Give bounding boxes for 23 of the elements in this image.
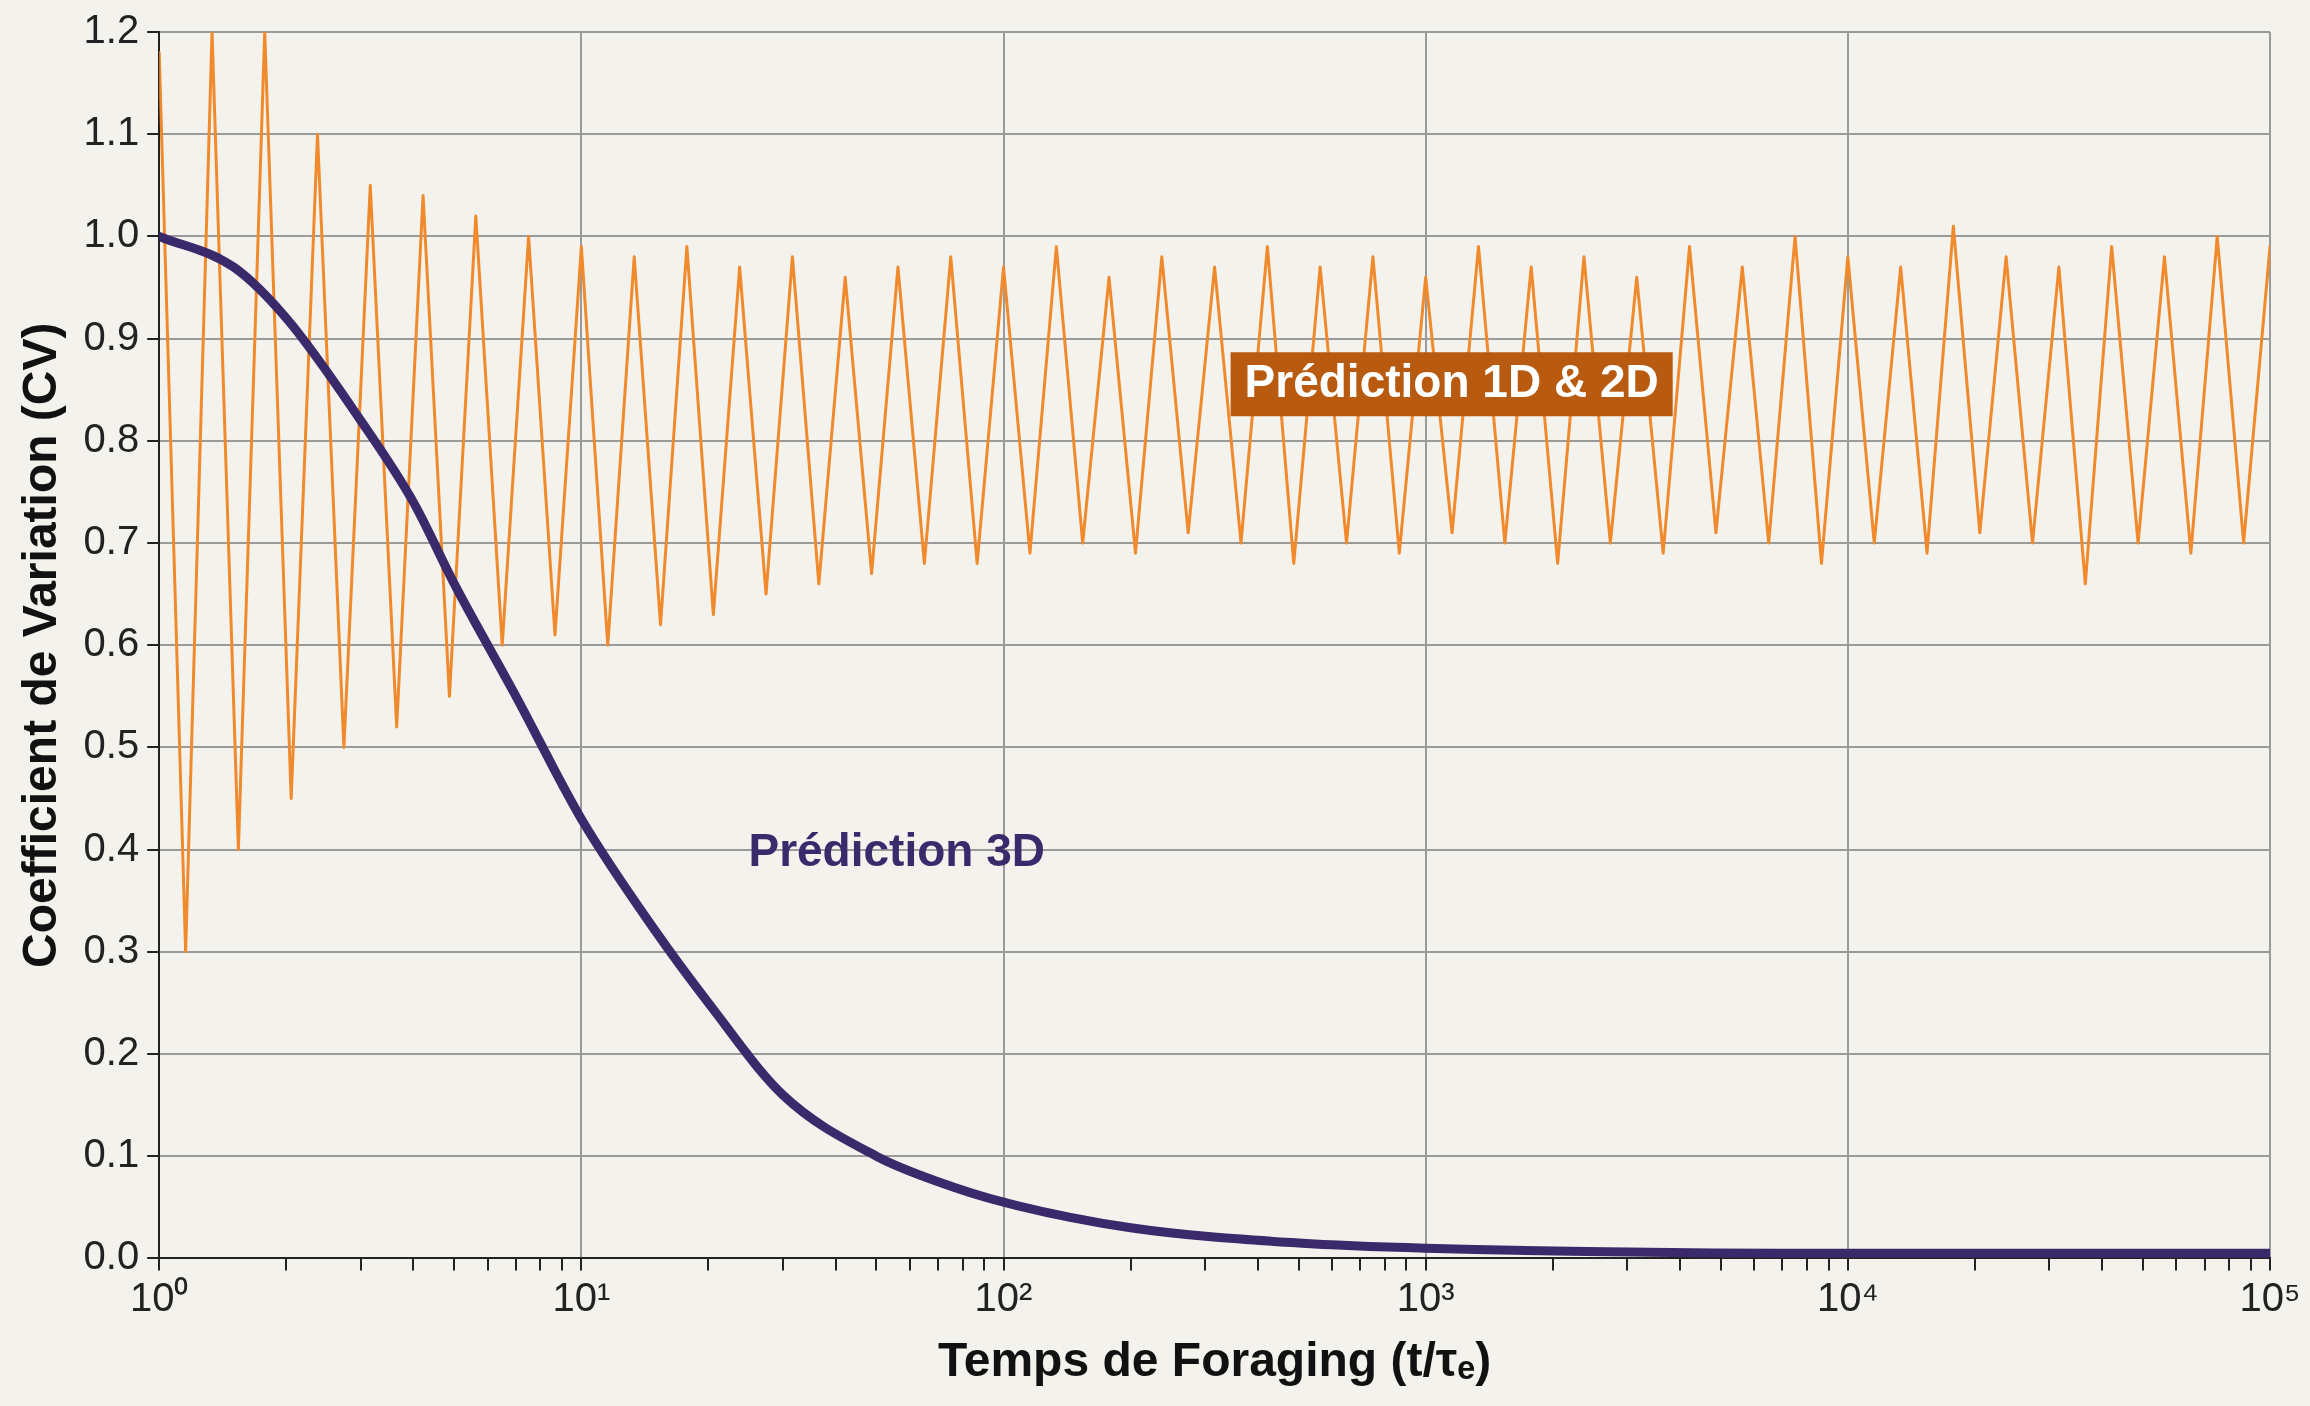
y-tick-label: 0.2 <box>83 1029 140 1074</box>
y-tick-label: 1.2 <box>83 7 140 52</box>
y-tick-label: 0.7 <box>83 518 140 563</box>
y-tick-label: 0.0 <box>83 1233 140 1278</box>
y-tick-label: 0.6 <box>83 620 140 665</box>
y-axis-title: Coefficient de Variation (CV) <box>13 322 67 968</box>
y-tick-label: 0.4 <box>83 824 140 869</box>
series-label: Prédiction 1D & 2D <box>1244 354 1659 407</box>
y-tick-label: 1.1 <box>83 109 140 154</box>
x-tick-label: 10² <box>974 1275 1033 1320</box>
x-tick-label: 10⁰ <box>129 1275 189 1320</box>
y-tick-label: 0.8 <box>83 415 140 460</box>
x-tick-label: 10⁴ <box>1817 1275 1879 1320</box>
y-tick-label: 0.1 <box>83 1131 140 1176</box>
text: Prédiction 3D <box>748 823 1045 876</box>
y-tick-label: 1.0 <box>83 211 140 256</box>
x-axis-title: Temps de Foraging (t/τₑ) <box>937 1333 1492 1387</box>
y-tick-label: 0.5 <box>83 722 140 767</box>
x-tick-label: 10⁵ <box>2239 1275 2301 1320</box>
x-tick-label: 10³ <box>1396 1275 1455 1320</box>
y-tick-label: 0.3 <box>83 926 140 971</box>
y-tick-label: 0.9 <box>83 313 140 358</box>
x-tick-label: 10¹ <box>552 1275 611 1320</box>
